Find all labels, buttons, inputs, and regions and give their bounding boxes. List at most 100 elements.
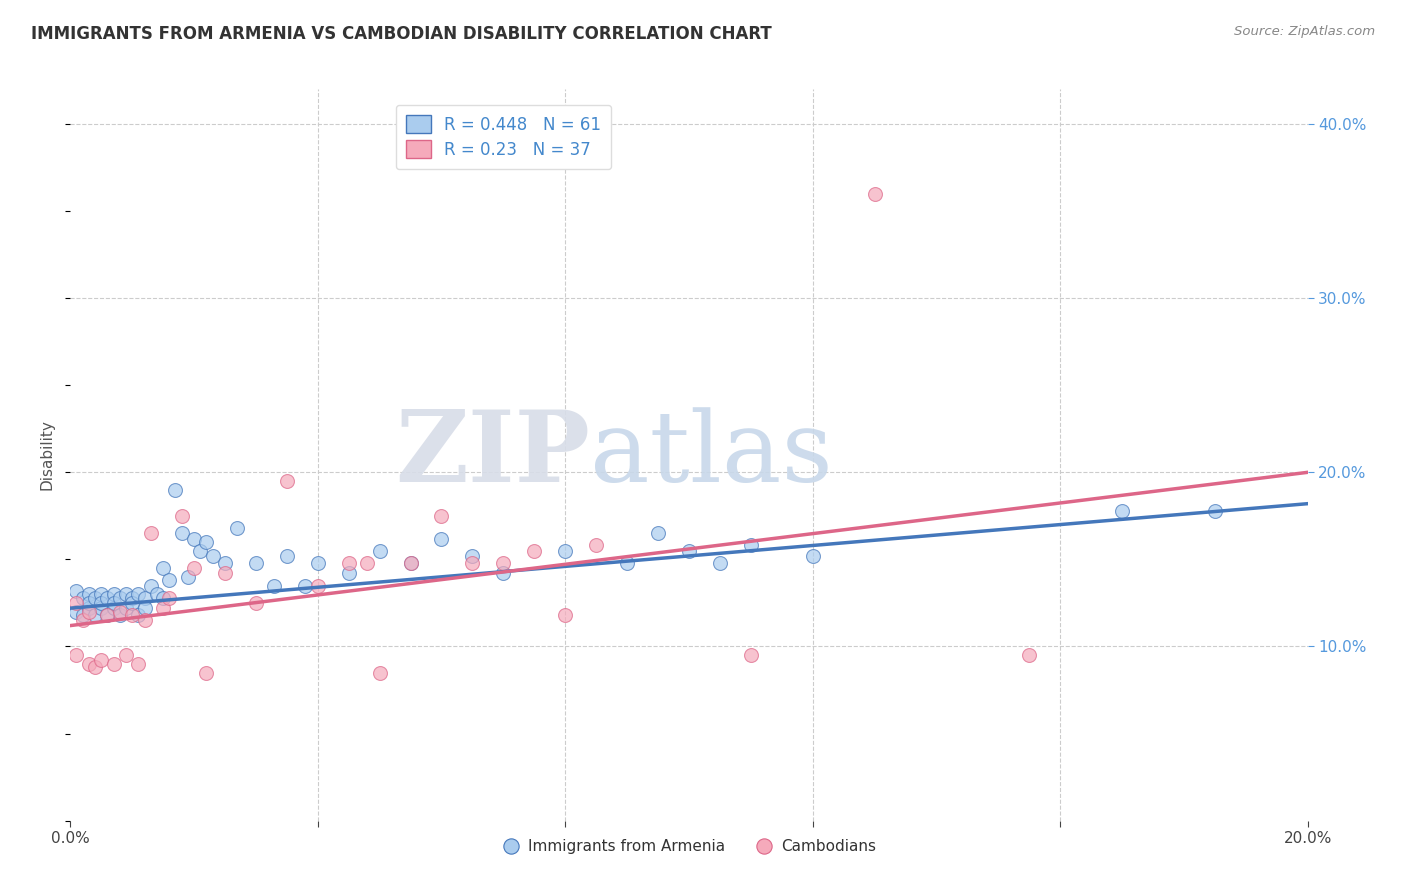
Point	[152, 601, 174, 615]
Point	[152, 561, 174, 575]
Point	[115, 601, 138, 615]
Point	[183, 532, 205, 546]
Point	[77, 605, 100, 619]
Point	[108, 608, 131, 623]
Point	[195, 665, 218, 680]
Point	[276, 549, 298, 563]
Point	[108, 605, 131, 619]
Point	[96, 591, 118, 605]
Point	[157, 591, 180, 605]
Point	[90, 653, 112, 667]
Point	[65, 583, 87, 598]
Point	[146, 587, 169, 601]
Point	[226, 521, 249, 535]
Point	[801, 549, 824, 563]
Point	[195, 535, 218, 549]
Point	[90, 601, 112, 615]
Point	[307, 578, 329, 592]
Point	[121, 608, 143, 623]
Y-axis label: Disability: Disability	[39, 419, 55, 491]
Point	[177, 570, 200, 584]
Point	[1111, 503, 1133, 517]
Text: IMMIGRANTS FROM ARMENIA VS CAMBODIAN DISABILITY CORRELATION CHART: IMMIGRANTS FROM ARMENIA VS CAMBODIAN DIS…	[31, 25, 772, 43]
Point	[399, 556, 422, 570]
Point	[65, 596, 87, 610]
Point	[115, 648, 138, 663]
Point	[103, 601, 125, 615]
Point	[201, 549, 224, 563]
Point	[139, 526, 162, 541]
Point	[368, 665, 391, 680]
Point	[585, 539, 607, 553]
Point	[72, 608, 94, 623]
Point	[307, 556, 329, 570]
Text: atlas: atlas	[591, 407, 832, 503]
Point	[77, 596, 100, 610]
Point	[461, 556, 484, 570]
Point	[96, 608, 118, 623]
Point	[1204, 503, 1226, 517]
Point	[430, 532, 453, 546]
Point	[647, 526, 669, 541]
Point	[84, 660, 107, 674]
Point	[72, 591, 94, 605]
Point	[77, 587, 100, 601]
Point	[523, 543, 546, 558]
Point	[103, 596, 125, 610]
Point	[740, 648, 762, 663]
Legend: Immigrants from Armenia, Cambodians: Immigrants from Armenia, Cambodians	[495, 833, 883, 861]
Point	[134, 613, 156, 627]
Point	[245, 596, 267, 610]
Point	[183, 561, 205, 575]
Point	[492, 556, 515, 570]
Point	[461, 549, 484, 563]
Point	[678, 543, 700, 558]
Point	[356, 556, 378, 570]
Point	[1018, 648, 1040, 663]
Point	[188, 543, 211, 558]
Point	[554, 608, 576, 623]
Point	[740, 539, 762, 553]
Point	[127, 657, 149, 671]
Point	[399, 556, 422, 570]
Point	[127, 608, 149, 623]
Point	[170, 526, 193, 541]
Text: ZIP: ZIP	[395, 407, 591, 503]
Point	[214, 566, 236, 581]
Point	[139, 578, 162, 592]
Point	[77, 601, 100, 615]
Point	[170, 508, 193, 523]
Point	[108, 591, 131, 605]
Point	[77, 657, 100, 671]
Point	[368, 543, 391, 558]
Point	[863, 186, 886, 201]
Point	[134, 601, 156, 615]
Point	[103, 657, 125, 671]
Point	[294, 578, 316, 592]
Point	[121, 596, 143, 610]
Point	[214, 556, 236, 570]
Point	[263, 578, 285, 592]
Point	[337, 566, 360, 581]
Point	[492, 566, 515, 581]
Point	[96, 608, 118, 623]
Point	[430, 508, 453, 523]
Point	[90, 596, 112, 610]
Point	[709, 556, 731, 570]
Point	[90, 587, 112, 601]
Point	[245, 556, 267, 570]
Point	[103, 587, 125, 601]
Point	[72, 613, 94, 627]
Point	[554, 543, 576, 558]
Point	[134, 591, 156, 605]
Point	[337, 556, 360, 570]
Point	[121, 591, 143, 605]
Point	[157, 574, 180, 588]
Point	[616, 556, 638, 570]
Point	[165, 483, 187, 497]
Text: Source: ZipAtlas.com: Source: ZipAtlas.com	[1234, 25, 1375, 38]
Point	[65, 648, 87, 663]
Point	[115, 587, 138, 601]
Point	[84, 591, 107, 605]
Point	[65, 605, 87, 619]
